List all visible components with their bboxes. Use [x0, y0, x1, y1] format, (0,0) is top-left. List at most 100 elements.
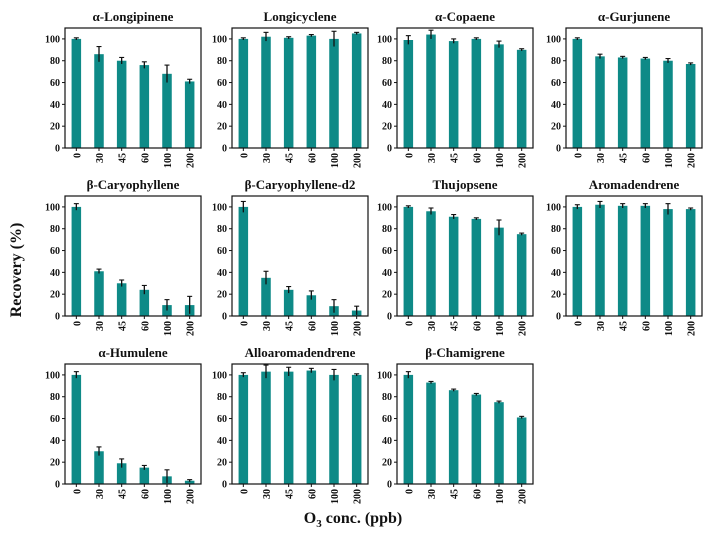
y-tick-label: 60 — [50, 78, 60, 89]
x-tick-label: 45 — [619, 153, 630, 163]
bar — [494, 227, 504, 316]
x-tick-label: 60 — [641, 153, 652, 163]
x-tick-label: 45 — [118, 153, 129, 163]
y-tick-label: 0 — [556, 312, 561, 323]
x-tick-label: 100 — [330, 153, 341, 168]
panel-frame — [565, 27, 703, 149]
y-tick-label: 20 — [50, 122, 60, 133]
bar — [329, 374, 339, 484]
x-tick-label: 45 — [450, 153, 461, 163]
x-tick-label: 0 — [239, 153, 250, 158]
y-tick-label: 0 — [55, 144, 60, 155]
y-tick-label: 100 — [212, 370, 227, 381]
x-axis-label: O3 conc. (ppb) — [0, 510, 706, 530]
bar — [516, 417, 527, 484]
y-tick-label: 0 — [222, 480, 227, 491]
bar — [71, 374, 82, 484]
panel-frame — [64, 27, 202, 149]
panel-title: Alloaromadendrene — [245, 345, 356, 360]
x-tick-label: 60 — [140, 321, 151, 331]
x-tick-label: 30 — [427, 489, 438, 499]
x-tick-label: 60 — [140, 489, 151, 499]
y-tick-label: 40 — [50, 436, 60, 447]
bar — [572, 38, 583, 149]
y-tick-label: 0 — [55, 312, 60, 323]
y-tick-label: 40 — [217, 268, 227, 279]
bar — [494, 402, 504, 484]
x-tick-label: 100 — [330, 489, 341, 504]
x-tick-label: 60 — [140, 153, 151, 163]
x-tick-label: 200 — [518, 321, 529, 336]
panel-frame — [231, 195, 369, 317]
bar — [116, 283, 127, 316]
y-tick-label: 0 — [55, 480, 60, 491]
bar — [426, 382, 436, 484]
bar — [94, 271, 104, 316]
y-tick-label: 40 — [551, 268, 561, 279]
bar — [595, 56, 605, 149]
y-tick-label: 80 — [551, 56, 561, 67]
x-tick-label: 60 — [307, 321, 318, 331]
panel-frame — [64, 195, 202, 317]
x-tick-label: 100 — [495, 321, 506, 336]
x-tick-label: 30 — [262, 321, 273, 331]
x-tick-label: 100 — [163, 321, 174, 336]
bar — [471, 394, 482, 484]
panel-1: Longicyclene 0 30 45 60 100 200 0 20 40 60 80 100 — [212, 9, 369, 168]
panel-7: Aromadendrene 0 30 45 60 100 200 0 20 40 60 80 100 — [546, 177, 703, 336]
bar — [261, 371, 271, 484]
x-tick-label: 60 — [472, 489, 483, 499]
x-tick-label: 200 — [186, 321, 197, 336]
panel-4: β-Caryophyllene 0 30 45 60 100 200 0 20 40 60 80 100 — [45, 177, 202, 336]
y-tick-label: 60 — [217, 78, 227, 89]
y-tick-label: 0 — [387, 480, 392, 491]
x-tick-label: 100 — [330, 321, 341, 336]
y-tick-label: 80 — [551, 224, 561, 235]
y-tick-label: 100 — [212, 202, 227, 213]
x-tick-label: 0 — [72, 489, 83, 494]
panel-title: α-Humulene — [98, 345, 168, 360]
x-tick-label: 30 — [596, 153, 607, 163]
y-tick-label: 60 — [50, 246, 60, 257]
y-tick-label: 80 — [382, 224, 392, 235]
bar — [94, 451, 104, 484]
y-tick-label: 60 — [382, 78, 392, 89]
y-tick-label: 60 — [217, 414, 227, 425]
bar — [162, 73, 172, 148]
bar — [516, 234, 527, 316]
x-tick-label: 200 — [687, 321, 698, 336]
bar — [471, 218, 482, 316]
y-tick-label: 20 — [382, 290, 392, 301]
bar — [71, 38, 82, 149]
x-tick-label: 30 — [262, 489, 273, 499]
panel-title: Aromadendrene — [589, 177, 680, 192]
bar — [351, 374, 362, 484]
y-tick-label: 20 — [551, 290, 561, 301]
y-tick-label: 0 — [222, 312, 227, 323]
x-tick-label: 45 — [118, 489, 129, 499]
y-axis-label-container: Recovery (%) — [2, 215, 32, 325]
x-tick-label: 60 — [307, 489, 318, 499]
y-tick-label: 60 — [551, 78, 561, 89]
bar — [306, 35, 317, 148]
x-tick-label: 30 — [262, 153, 273, 163]
x-tick-label: 45 — [450, 489, 461, 499]
x-tick-label: 100 — [664, 153, 675, 168]
x-tick-label: 100 — [495, 489, 506, 504]
bar — [595, 204, 605, 316]
x-tick-label: 100 — [664, 321, 675, 336]
x-tick-label: 30 — [95, 321, 106, 331]
x-tick-label: 0 — [573, 153, 584, 158]
x-tick-label: 0 — [239, 489, 250, 494]
bar — [663, 60, 673, 148]
y-tick-label: 80 — [50, 56, 60, 67]
x-tick-label: 45 — [285, 489, 296, 499]
bar — [261, 36, 271, 148]
bar — [94, 54, 104, 148]
x-tick-label: 45 — [285, 153, 296, 163]
y-tick-label: 0 — [222, 144, 227, 155]
panel-5: β-Caryophyllene-d2 0 30 45 60 100 200 0 20 40 60 80… — [212, 177, 369, 336]
x-tick-label: 45 — [285, 321, 296, 331]
panel-frame — [396, 27, 534, 149]
